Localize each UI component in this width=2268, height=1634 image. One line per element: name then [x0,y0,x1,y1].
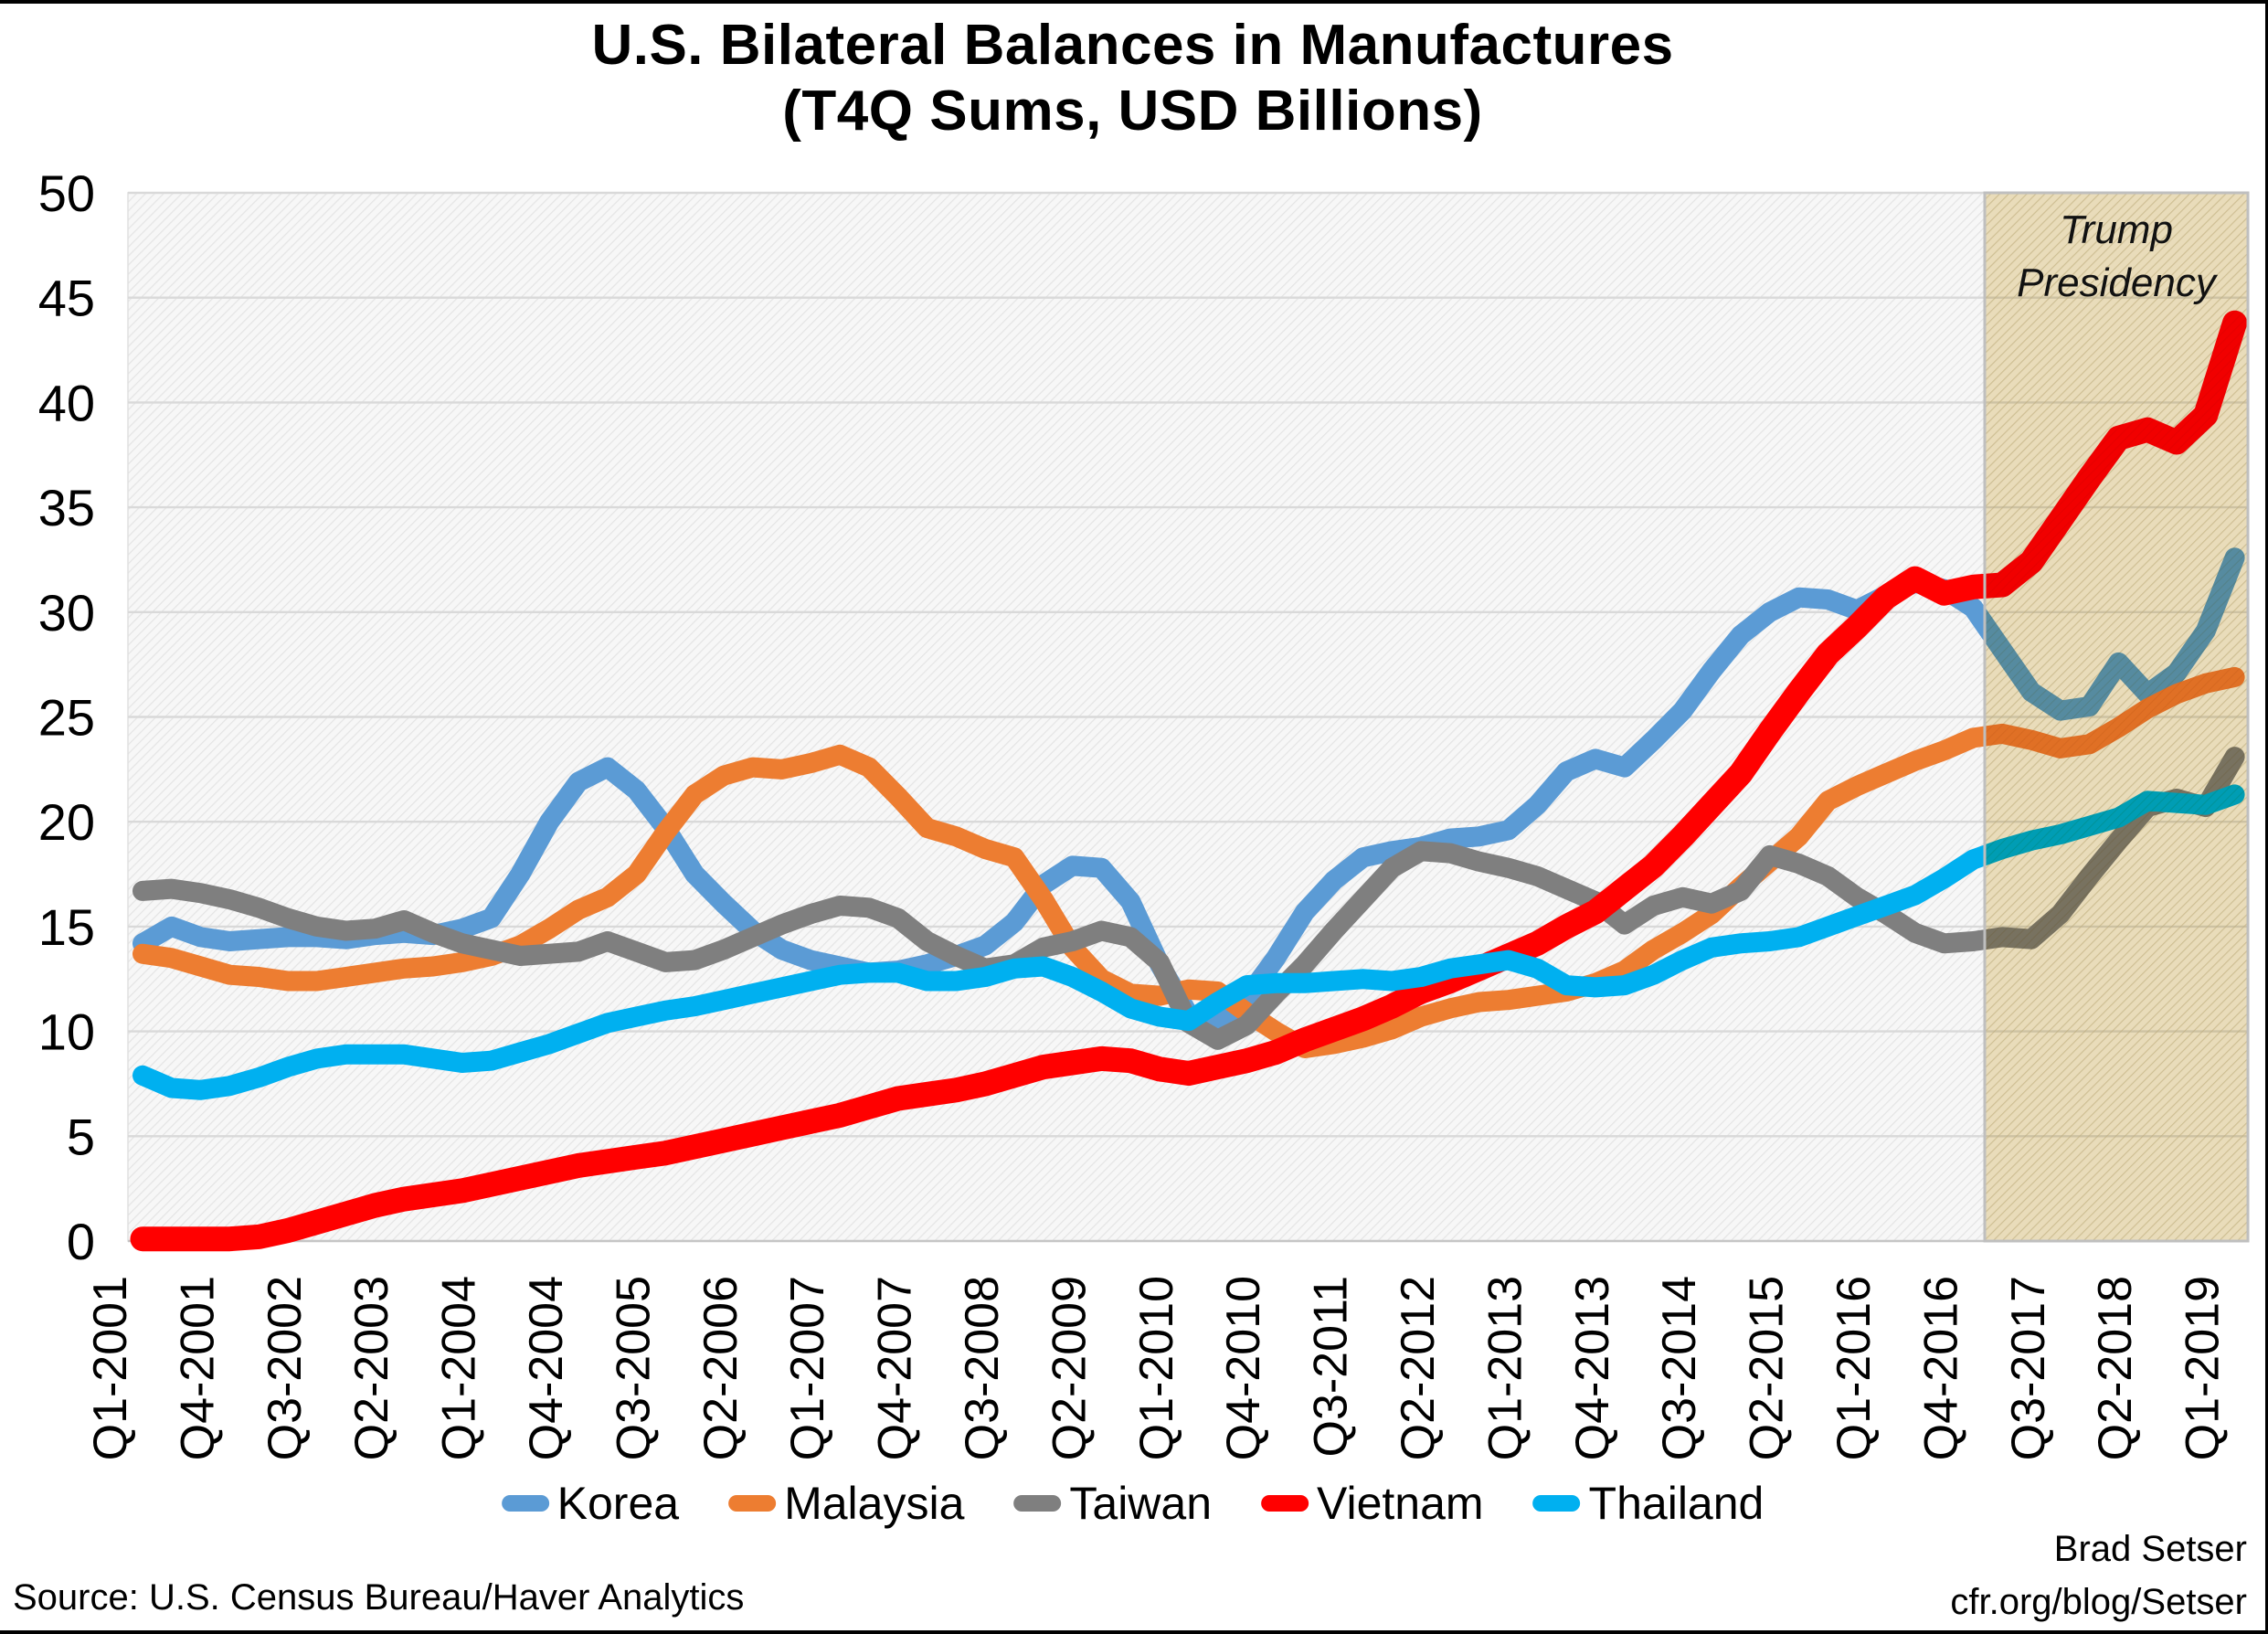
y-axis-label-45: 45 [38,270,95,327]
x-axis-label-Q4-2013: Q4-2013 [1566,1276,1619,1460]
x-axis-label-Q2-2018: Q2-2018 [2089,1276,2142,1460]
legend-item-thailand: Thailand [1532,1477,1765,1530]
x-axis-label-Q4-2007: Q4-2007 [869,1276,922,1460]
legend-swatch-vietnam [1261,1495,1309,1512]
x-axis-label-Q1-2004: Q1-2004 [433,1276,486,1460]
x-axis-label-Q1-2010: Q1-2010 [1130,1276,1183,1460]
trump-presidency-shading [1985,193,2248,1241]
y-axis-label-10: 10 [38,1003,95,1061]
x-axis-label-Q4-2010: Q4-2010 [1217,1276,1270,1460]
trump-label-line2: Presidency [2017,260,2219,305]
series-line-vietnam [130,310,2248,1252]
y-axis-label-20: 20 [38,793,95,851]
x-axis-label-Q1-2019: Q1-2019 [2177,1276,2230,1460]
legend-swatch-taiwan [1013,1495,1062,1512]
y-axis-label-35: 35 [38,479,95,536]
x-axis-label-Q1-2001: Q1-2001 [84,1276,137,1460]
x-axis-label-Q2-2012: Q2-2012 [1392,1276,1445,1460]
chart-title: U.S. Bilateral Balances in Manufactures … [0,13,2265,144]
x-axis-label-Q3-2011: Q3-2011 [1305,1276,1358,1458]
y-axis-label-0: 0 [67,1213,95,1270]
x-axis-label-Q3-2017: Q3-2017 [2002,1276,2055,1460]
x-axis-label-Q4-2016: Q4-2016 [1914,1276,1967,1460]
legend-item-vietnam: Vietnam [1261,1477,1484,1530]
legend-label-thailand: Thailand [1588,1478,1765,1529]
trump-shading-border [1983,191,2250,1243]
legend-item-taiwan: Taiwan [1013,1477,1212,1530]
legend-label-vietnam: Vietnam [1317,1478,1484,1529]
trump-label-line1: Trump [2060,207,2173,252]
x-axis-label-Q4-2001: Q4-2001 [171,1276,224,1460]
x-axis-label-Q3-2014: Q3-2014 [1653,1276,1706,1460]
x-axis-label-Q3-2002: Q3-2002 [259,1276,312,1460]
x-axis-label-Q2-2006: Q2-2006 [694,1276,747,1460]
y-axis-label-40: 40 [38,374,95,431]
x-axis-label-Q1-2016: Q1-2016 [1828,1276,1881,1460]
legend-label-korea: Korea [556,1478,680,1529]
source-note: Source: U.S. Census Bureau/Haver Analyti… [13,1577,745,1618]
legend-item-malaysia: Malaysia [728,1477,964,1530]
legend-label-malaysia: Malaysia [784,1478,965,1529]
y-axis-label-5: 5 [67,1108,95,1165]
author-credit-url: cfr.org/blog/Setser [1950,1582,2247,1622]
y-axis-label-30: 30 [38,584,95,642]
legend-swatch-malaysia [728,1495,777,1512]
line-chart-plot: 0 5 10 15 20 25 30 35 40 45 50 Q1-2001 Q4-2001 Q3-200… [38,164,2250,1460]
x-axis-label-Q4-2004: Q4-2004 [520,1276,573,1460]
x-axis-label-Q2-2015: Q2-2015 [1741,1276,1794,1460]
chart-legend: Korea Malaysia Taiwan Vietnam Thailand [501,1477,1765,1530]
x-axis-label-Q3-2005: Q3-2005 [607,1276,660,1460]
author-credit: Brad Setser cfr.org/blog/Setser [1950,1523,2247,1629]
author-credit-name: Brad Setser [2053,1529,2247,1569]
legend-label-taiwan: Taiwan [1069,1478,1213,1529]
y-axis-label-15: 15 [38,898,95,956]
legend-swatch-korea [501,1495,549,1512]
series-line-thailand [132,784,2245,1100]
x-axis-label-Q3-2008: Q3-2008 [956,1276,1009,1460]
chart-title-line1: U.S. Bilateral Balances in Manufactures [591,14,1674,77]
legend-swatch-thailand [1532,1495,1581,1512]
x-axis-label-Q1-2013: Q1-2013 [1478,1276,1531,1460]
chart-title-line2: (T4Q Sums, USD Billions) [782,79,1483,143]
x-axis-label-Q2-2009: Q2-2009 [1043,1276,1096,1460]
legend-item-korea: Korea [501,1477,680,1530]
x-axis-label-Q2-2003: Q2-2003 [345,1276,398,1460]
y-axis-label-50: 50 [38,164,95,222]
x-axis-label-Q1-2007: Q1-2007 [781,1276,834,1460]
y-axis-label-25: 25 [38,689,95,747]
